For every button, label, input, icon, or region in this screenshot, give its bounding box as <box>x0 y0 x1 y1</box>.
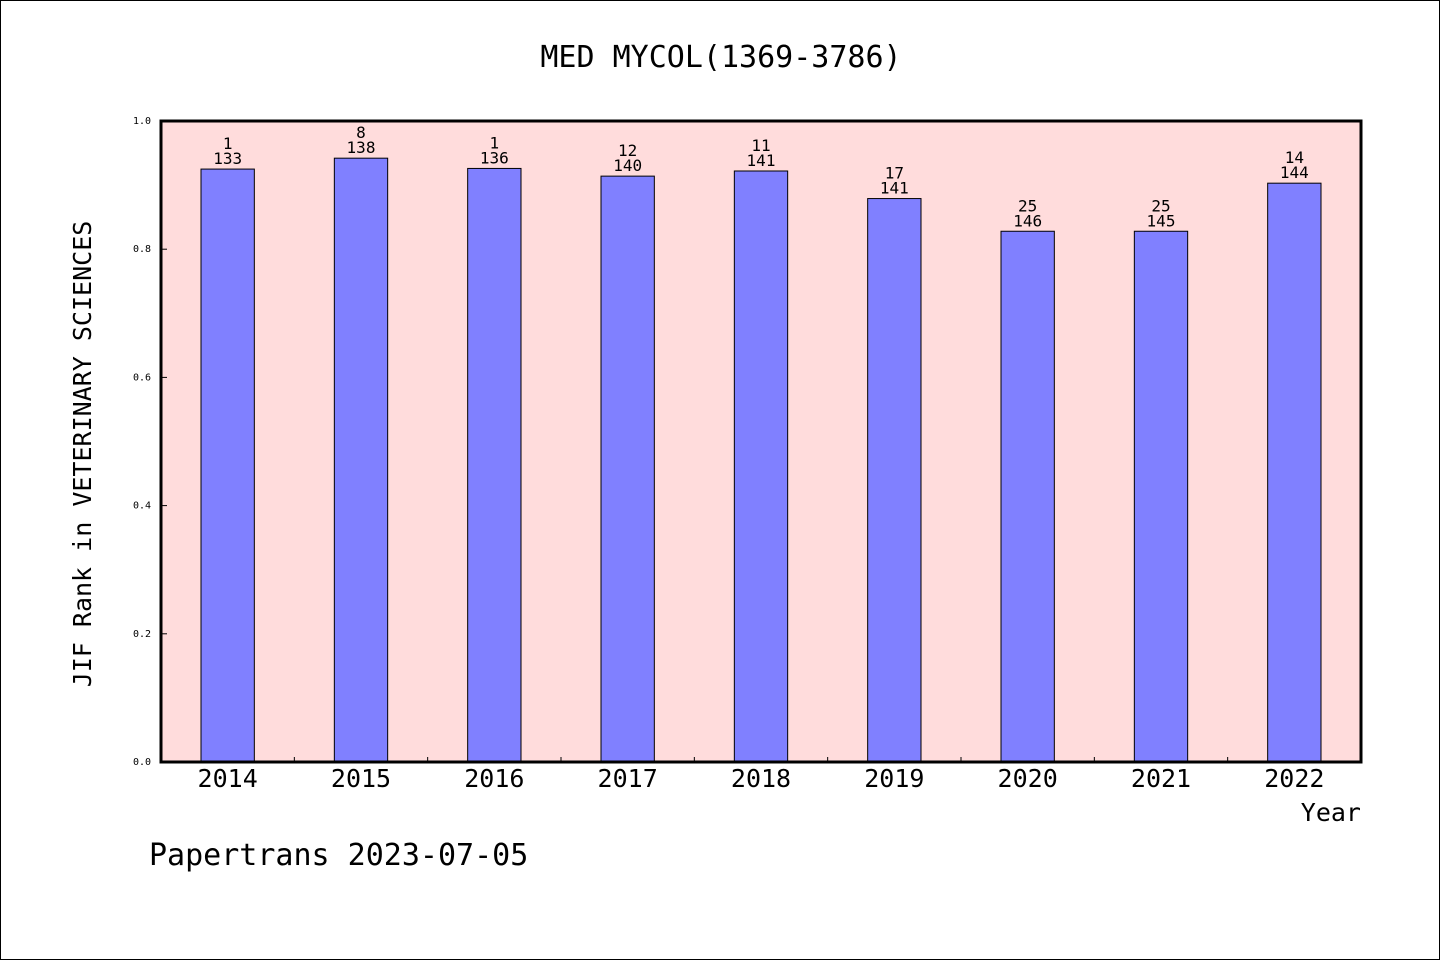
x-tick-label: 2018 <box>731 764 791 793</box>
x-tick-label: 2020 <box>998 764 1058 793</box>
bar-rank-label: 11 <box>751 136 770 155</box>
bar-total-label: 145 <box>1147 211 1176 230</box>
bar <box>200 168 255 763</box>
plot-border <box>159 119 1363 764</box>
bar-rank-label: 12 <box>618 141 637 160</box>
y-tick-label: 0.6 <box>133 372 151 383</box>
bar-total-label: 136 <box>480 148 509 167</box>
x-tick-label: 2017 <box>598 764 658 793</box>
bar <box>333 157 389 763</box>
bar <box>467 167 522 763</box>
bar-total-label: 141 <box>880 179 909 198</box>
bar-rank-label: 14 <box>1285 148 1304 167</box>
bar-total-label: 140 <box>613 156 642 175</box>
bar-total-label: 146 <box>1013 211 1042 230</box>
y-tick-label: 0.0 <box>133 757 151 768</box>
y-tick-label: 0.2 <box>133 629 151 640</box>
bar-total-label: 141 <box>747 151 776 170</box>
y-tick-label: 0.8 <box>133 244 151 255</box>
x-tick-label: 2021 <box>1131 764 1191 793</box>
bar-rank-label: 1 <box>223 134 233 153</box>
x-tick-label: 2022 <box>1264 764 1324 793</box>
bar <box>1267 182 1322 763</box>
x-tick-label: 2016 <box>464 764 524 793</box>
ticks-layer: 2014 2015 2016 2017 2018 2019 2020 2021 2022 0.0 0… <box>133 116 1325 793</box>
bar <box>600 175 655 763</box>
chart-title: MED MYCOL(1369-3786) <box>540 40 901 75</box>
bar <box>733 170 789 763</box>
y-axis-label: JIF Rank in VETERINARY SCIENCES <box>68 221 97 688</box>
bar-total-label: 138 <box>347 138 376 157</box>
y-tick-label: 0.4 <box>133 501 151 512</box>
bar <box>1133 230 1189 763</box>
x-tick-label: 2019 <box>864 764 924 793</box>
bar-rank-label: 25 <box>1151 196 1170 215</box>
x-tick-label: 2015 <box>331 764 391 793</box>
bar-rank-label: 25 <box>1018 196 1037 215</box>
bar-total-label: 133 <box>213 149 242 168</box>
bar-total-label: 144 <box>1280 163 1309 182</box>
bar-rank-label: 17 <box>885 164 904 183</box>
bar <box>1000 230 1055 763</box>
bar <box>867 198 922 763</box>
y-tick-label: 1.0 <box>133 116 151 127</box>
x-tick-label: 2014 <box>198 764 258 793</box>
bar-rank-label: 8 <box>356 123 366 142</box>
bar-rank-label: 1 <box>490 133 500 152</box>
x-axis-label: Year <box>1301 798 1361 827</box>
footer-credit: Papertrans 2023-07-05 <box>149 838 528 873</box>
